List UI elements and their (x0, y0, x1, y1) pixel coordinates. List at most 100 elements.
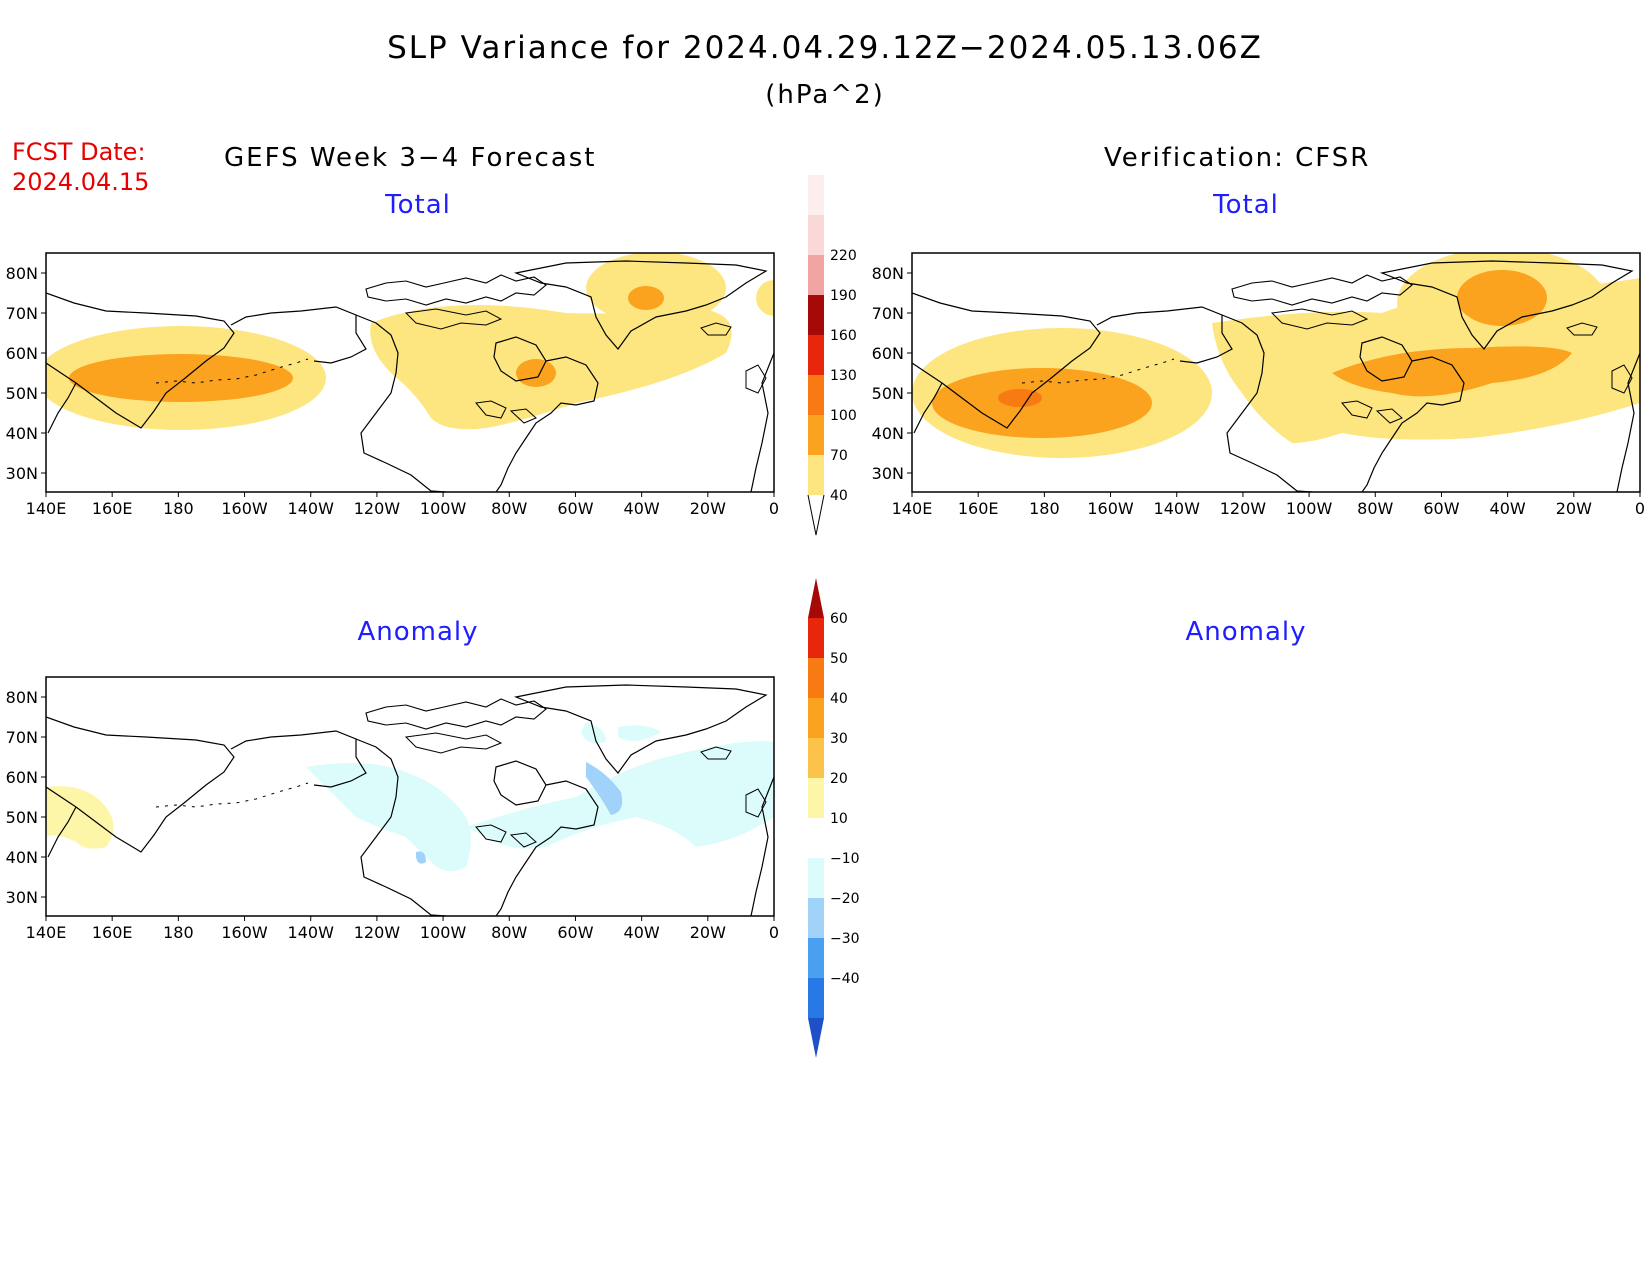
main-title: SLP Variance for 2024.04.29.12Z−2024.05.… (387, 30, 1263, 66)
lat-tick-label: 30N (6, 464, 38, 483)
fcst-date-label: FCST Date: (12, 138, 146, 166)
anomaly-colorbar-top-arrow (808, 578, 824, 618)
fcst-date-value: 2024.04.15 (12, 168, 150, 196)
lat-tick-label: 80N (6, 264, 38, 283)
total-colorbar-level: 160 (830, 328, 857, 344)
units-label: (hPa^2) (765, 80, 885, 110)
lon-tick-label: 40W (624, 923, 660, 942)
anomaly-colorbar-level: −10 (830, 851, 860, 867)
lon-tick-label: 140E (26, 499, 67, 518)
lon-tick-label: 100W (420, 923, 467, 942)
lat-tick-label: 40N (872, 424, 904, 443)
lon-tick-label: 40W (624, 499, 660, 518)
lon-tick-label: 140W (288, 923, 335, 942)
total-colorbar-segment (808, 455, 824, 495)
total-colorbar-segment (808, 175, 824, 215)
total-colorbar-level: 100 (830, 408, 857, 424)
lon-tick-label: 20W (690, 923, 726, 942)
lon-tick-label: 60W (1423, 499, 1459, 518)
anomaly-colorbar-level: −30 (830, 931, 860, 947)
lat-tick-label: 30N (872, 464, 904, 483)
total-colorbar-segment (808, 375, 824, 415)
lat-tick-label: 80N (6, 688, 38, 707)
verification-panel-title: Verification: CFSR (1104, 143, 1371, 173)
anomaly-colorbar-level: 20 (830, 771, 848, 787)
lon-tick-label: 80W (1357, 499, 1393, 518)
lon-tick-label: 120W (354, 499, 401, 518)
lat-tick-label: 60N (872, 344, 904, 363)
lon-tick-label: 160W (221, 923, 268, 942)
forecast-total-map (45, 252, 775, 493)
total-colorbar-segment (808, 255, 824, 295)
verification-total-map (911, 252, 1641, 493)
total-colorbar-level: 70 (830, 448, 848, 464)
lon-tick-label: 160E (92, 923, 133, 942)
anomaly-colorbar-segment (808, 938, 824, 978)
lon-tick-label: 140W (288, 499, 335, 518)
lon-tick-label: 0 (769, 923, 779, 942)
anomaly-colorbar-segment (808, 858, 824, 898)
lon-tick-label: 60W (557, 923, 593, 942)
anomaly-colorbar-level: 50 (830, 651, 848, 667)
verification-anomaly-label: Anomaly (1185, 617, 1307, 647)
lat-tick-label: 70N (872, 304, 904, 323)
lon-tick-label: 180 (1029, 499, 1060, 518)
lon-tick-label: 80W (491, 923, 527, 942)
anomaly-colorbar-segment (808, 698, 824, 738)
total-colorbar-segment (808, 295, 824, 335)
lon-tick-label: 120W (1220, 499, 1267, 518)
lat-tick-label: 50N (6, 384, 38, 403)
lat-tick-label: 70N (6, 728, 38, 747)
forecast-anomaly-map (45, 676, 775, 917)
anomaly-colorbar-level: 60 (830, 611, 848, 627)
lat-tick-label: 40N (6, 848, 38, 867)
anomaly-colorbar-segment (808, 618, 824, 658)
total-colorbar-level: 220 (830, 248, 857, 264)
anomaly-colorbar-level: 10 (830, 811, 848, 827)
total-colorbar-level: 40 (830, 488, 848, 504)
anomaly-colorbar-level: 40 (830, 691, 848, 707)
forecast-anomaly-label: Anomaly (357, 617, 479, 647)
lon-tick-label: 40W (1490, 499, 1526, 518)
total-colorbar-level: 190 (830, 288, 857, 304)
lon-tick-label: 20W (690, 499, 726, 518)
lat-tick-label: 50N (6, 808, 38, 827)
total-colorbar-level: 130 (830, 368, 857, 384)
total-colorbar-segment (808, 335, 824, 375)
lon-tick-label: 60W (557, 499, 593, 518)
lat-tick-label: 40N (6, 424, 38, 443)
lat-tick-label: 50N (872, 384, 904, 403)
lon-tick-label: 140E (26, 923, 67, 942)
anomaly-colorbar-bottom-arrow (808, 1018, 824, 1058)
fcst-date-block: FCST Date: 2024.04.15 (12, 137, 149, 197)
forecast-total-label: Total (385, 190, 451, 220)
anomaly-colorbar-segment (808, 658, 824, 698)
lon-tick-label: 140W (1154, 499, 1201, 518)
gefs-panel-title: GEFS Week 3−4 Forecast (224, 143, 597, 173)
lon-tick-label: 80W (491, 499, 527, 518)
lon-tick-label: 160E (92, 499, 133, 518)
lat-tick-label: 60N (6, 344, 38, 363)
verification-total-label: Total (1213, 190, 1279, 220)
total-colorbar-tip (807, 494, 825, 536)
lon-tick-label: 100W (420, 499, 467, 518)
lon-tick-label: 120W (354, 923, 401, 942)
lon-tick-label: 0 (769, 499, 779, 518)
anomaly-colorbar-segment (808, 818, 824, 858)
total-colorbar-segment (808, 415, 824, 455)
lon-tick-label: 160W (221, 499, 268, 518)
anomaly-colorbar-level: 30 (830, 731, 848, 747)
anomaly-colorbar-segment (808, 778, 824, 818)
lon-tick-label: 0 (1635, 499, 1645, 518)
lat-tick-label: 70N (6, 304, 38, 323)
lon-tick-label: 180 (163, 923, 194, 942)
anomaly-colorbar-segment (808, 738, 824, 778)
lon-tick-label: 100W (1286, 499, 1333, 518)
anomaly-colorbar-segment (808, 898, 824, 938)
lon-tick-label: 20W (1556, 499, 1592, 518)
lon-tick-label: 180 (163, 499, 194, 518)
anomaly-colorbar-segment (808, 978, 824, 1018)
lat-tick-label: 60N (6, 768, 38, 787)
lat-tick-label: 80N (872, 264, 904, 283)
